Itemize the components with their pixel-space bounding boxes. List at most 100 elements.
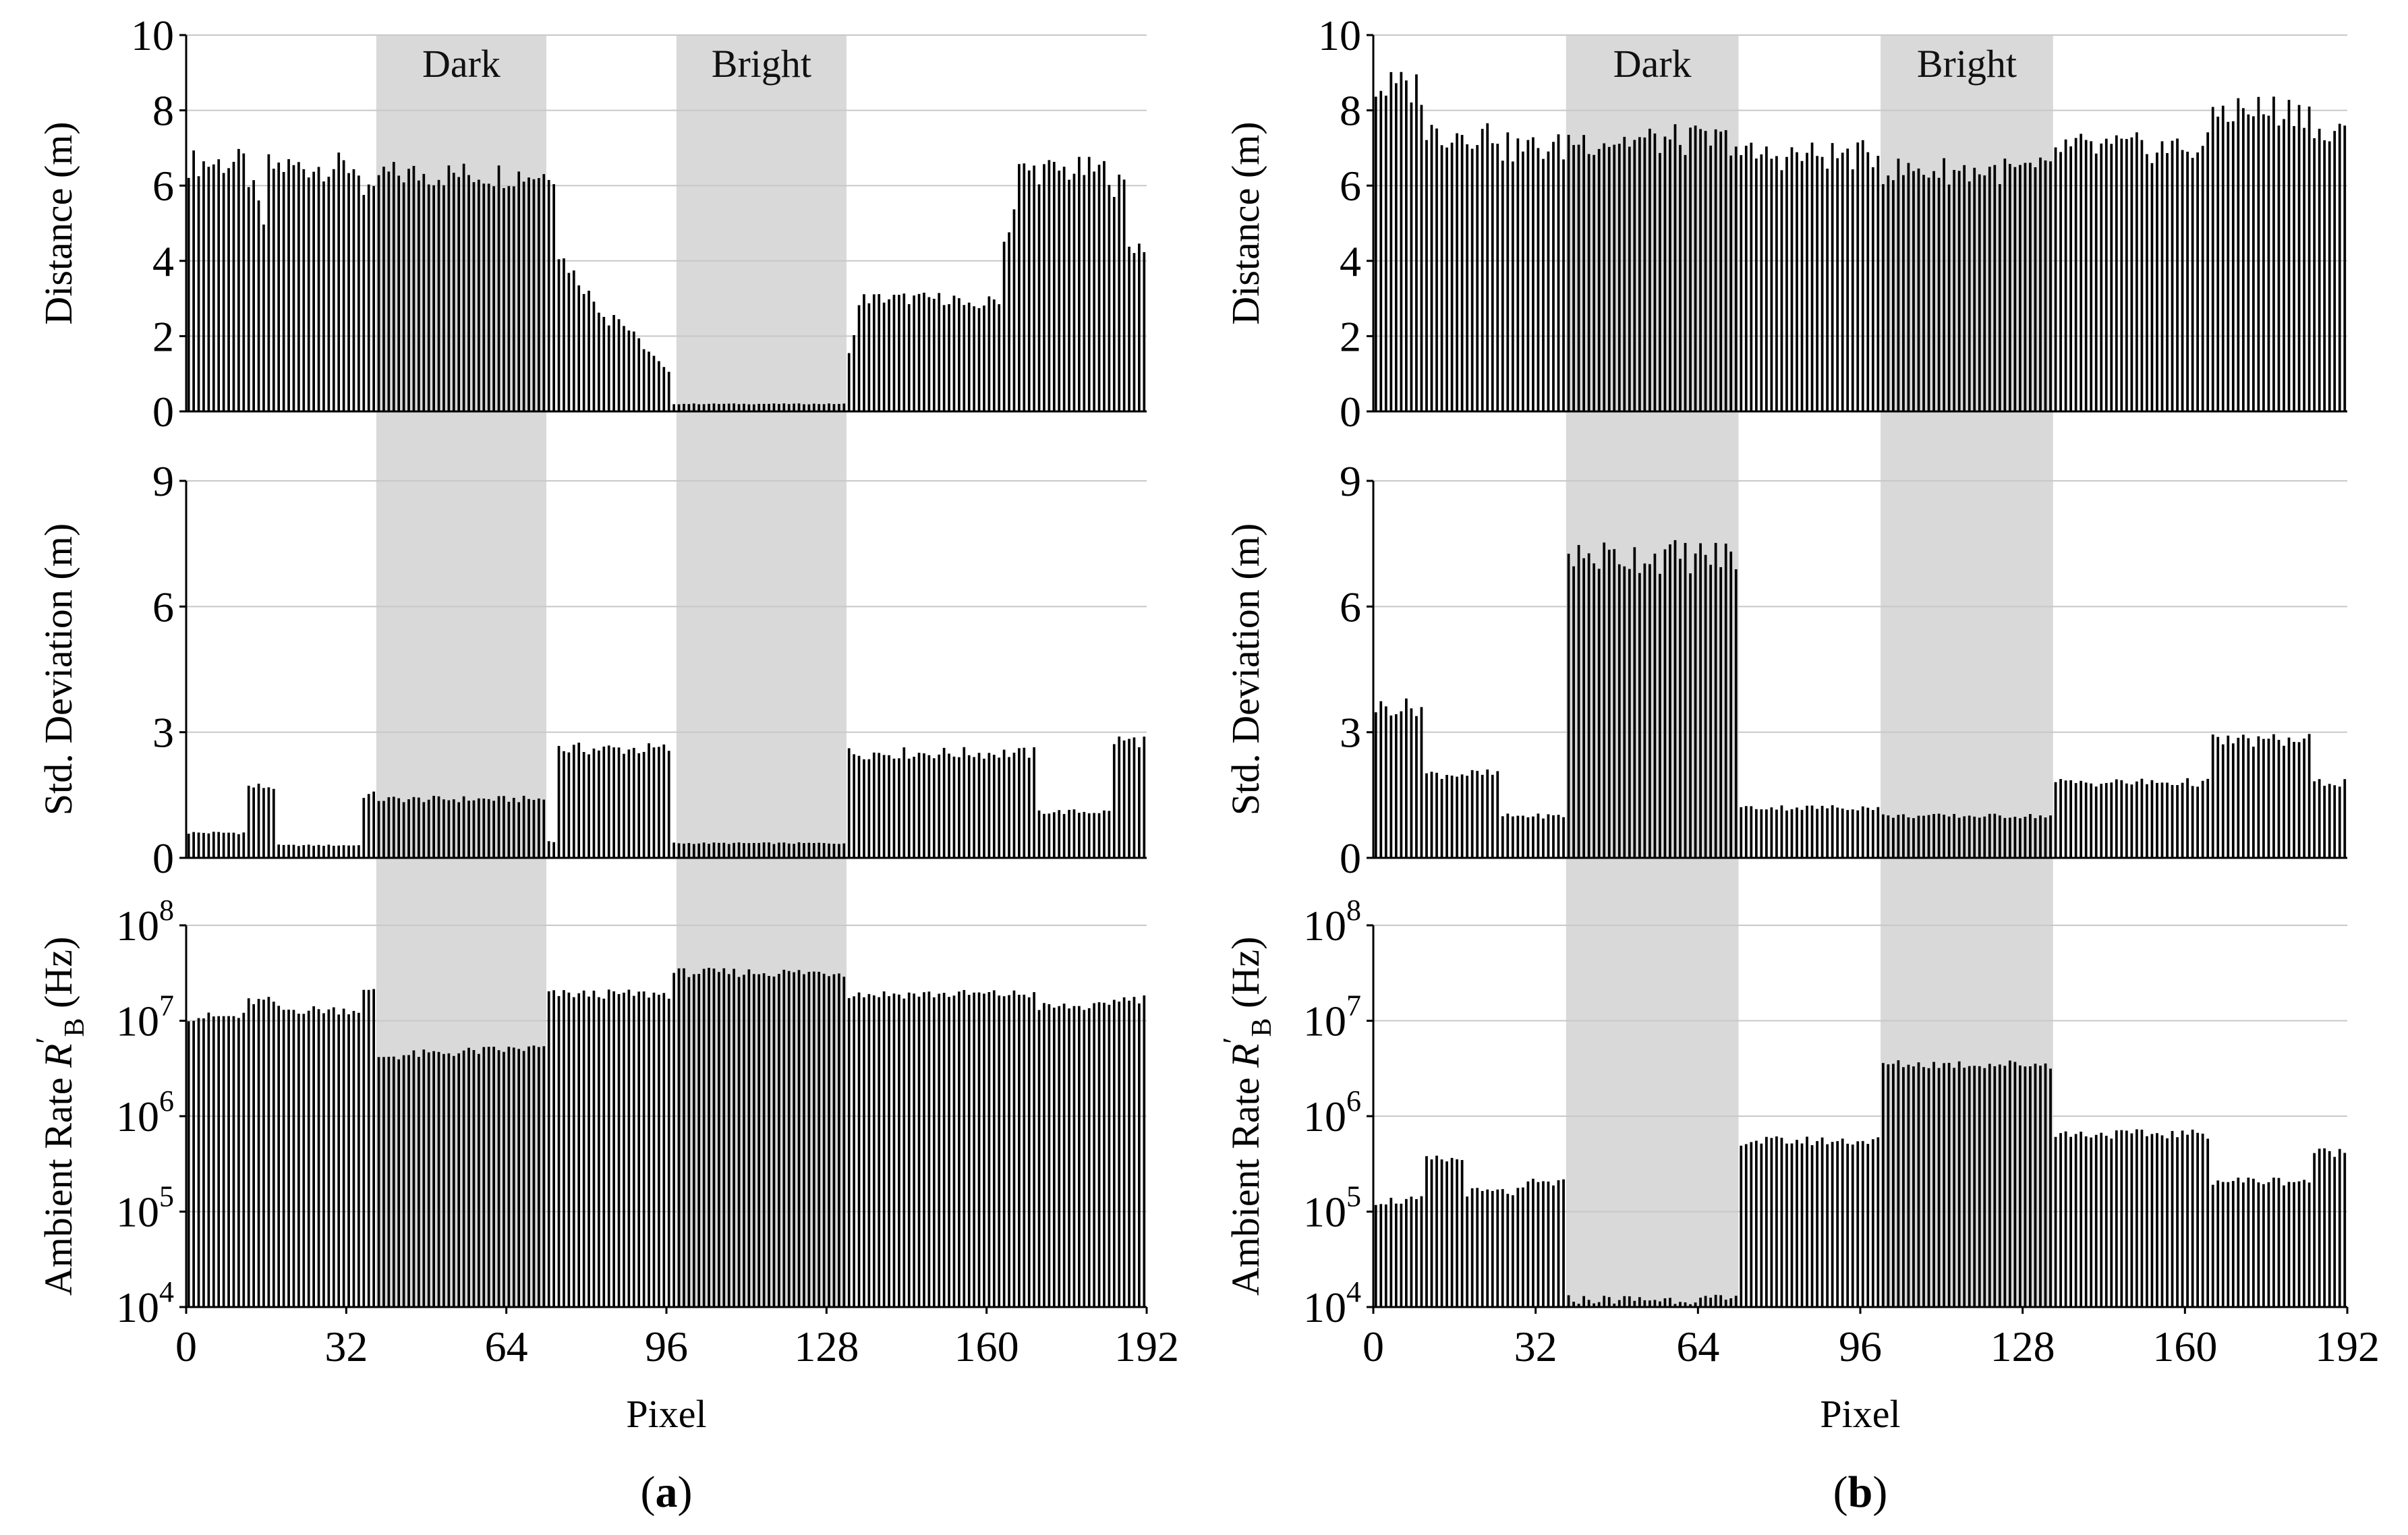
bar <box>1744 1144 1748 1307</box>
bar <box>2297 105 2301 412</box>
bar <box>2054 1136 2057 1307</box>
bar <box>2034 1064 2037 1307</box>
bar <box>2120 1130 2123 1307</box>
bar <box>2003 158 2007 411</box>
bar <box>857 992 861 1307</box>
bar <box>2267 738 2270 858</box>
bar <box>838 973 840 1307</box>
bar <box>2171 1130 2174 1307</box>
bar <box>963 305 966 411</box>
bar <box>812 842 815 858</box>
bar <box>1912 818 1915 858</box>
bar <box>352 845 355 858</box>
bar <box>1973 1066 1976 1307</box>
bar <box>2206 132 2210 411</box>
bar <box>1542 1181 1545 1307</box>
bar <box>262 1000 265 1307</box>
bar <box>532 800 536 858</box>
bar <box>2307 107 2311 412</box>
bar <box>1582 1296 1585 1307</box>
bar <box>642 991 646 1307</box>
bar <box>602 316 606 411</box>
bar <box>1826 808 1829 858</box>
bar <box>1133 253 1136 411</box>
panel-label: (a) <box>641 1468 693 1517</box>
bar <box>2262 1184 2265 1307</box>
bar <box>892 993 896 1307</box>
bar <box>1953 1068 1956 1307</box>
bar <box>1765 809 1768 858</box>
bar <box>1679 144 1682 411</box>
bar <box>1506 813 1510 858</box>
bar <box>437 796 440 858</box>
bar <box>202 832 205 858</box>
bar <box>1902 1067 1905 1307</box>
bar <box>882 991 886 1307</box>
bar <box>1649 564 1651 858</box>
bar <box>607 745 610 858</box>
bar <box>1663 1298 1667 1307</box>
bar <box>1445 147 1448 411</box>
bar <box>667 751 670 858</box>
bar <box>492 1046 495 1307</box>
bar <box>718 842 720 858</box>
bar <box>542 174 546 411</box>
bar <box>832 404 836 411</box>
bar <box>202 161 205 412</box>
bar <box>807 971 811 1307</box>
bar <box>217 1016 221 1307</box>
bar <box>2262 738 2265 858</box>
bar <box>2323 1148 2326 1307</box>
bar <box>1567 1295 1570 1307</box>
bar <box>702 968 706 1307</box>
bar <box>337 1014 341 1307</box>
bar <box>1128 246 1130 411</box>
bar <box>2054 147 2057 412</box>
bar <box>1932 1062 1935 1307</box>
bar <box>2247 114 2250 411</box>
bar <box>382 167 385 411</box>
bar <box>522 1051 525 1307</box>
bar <box>1927 177 1930 411</box>
bar <box>1937 1068 1941 1307</box>
bar <box>437 1051 440 1307</box>
bar <box>1078 156 1081 412</box>
bar <box>2181 1130 2184 1307</box>
bar <box>262 224 265 411</box>
bar <box>977 308 981 411</box>
bar <box>963 989 966 1307</box>
bar <box>2307 1182 2311 1307</box>
bar <box>1133 997 1136 1307</box>
bar <box>212 832 215 858</box>
bar <box>2333 785 2337 858</box>
bar <box>1684 543 1687 858</box>
bar <box>2211 107 2214 411</box>
bar <box>1593 1303 1596 1307</box>
bar <box>828 843 830 858</box>
bar <box>1008 757 1010 858</box>
bar <box>1018 164 1021 412</box>
bar <box>917 996 921 1307</box>
bar <box>362 989 366 1307</box>
y-tick-label: 6 <box>1340 583 1361 631</box>
bar <box>457 802 461 858</box>
bar <box>1957 1061 1961 1307</box>
bar <box>952 756 956 858</box>
bar <box>412 165 415 412</box>
bar <box>1083 175 1086 411</box>
bar <box>322 181 325 411</box>
y-axis-label: Ambient Rate R′B (Hz) <box>29 937 90 1296</box>
bar <box>692 403 695 411</box>
bar <box>1103 810 1106 858</box>
bar <box>768 842 770 858</box>
bar <box>2156 152 2158 412</box>
bar <box>737 977 741 1307</box>
bar <box>2241 108 2245 411</box>
band-label-dark: Dark <box>1613 42 1692 86</box>
bar <box>888 755 890 858</box>
bar <box>2277 740 2281 858</box>
bar <box>2150 780 2154 858</box>
bar <box>718 404 720 411</box>
y-tick-label: 107 <box>116 989 174 1045</box>
bar <box>1973 167 1976 412</box>
